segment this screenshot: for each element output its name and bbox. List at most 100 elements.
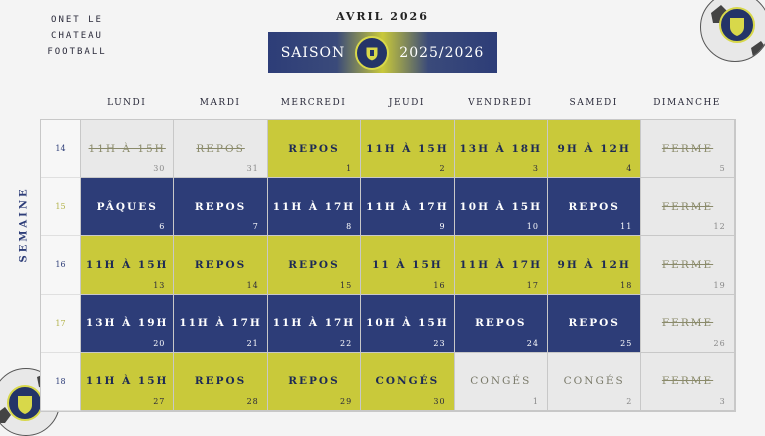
cell-date: 10 [526, 222, 539, 232]
cell-schedule: FERME [661, 375, 714, 388]
cell-date: 22 [339, 338, 353, 348]
calendar-cell[interactable]: 11H À 17H 8 [267, 178, 362, 237]
cell-schedule: 11H À 17H [459, 258, 543, 271]
week-number: 15 [41, 178, 81, 237]
calendar-cell[interactable]: 11H À 17H 22 [267, 294, 362, 353]
calendar-cell[interactable]: 11H À 15H 27 [81, 352, 175, 411]
cell-schedule: 11H À 17H [366, 200, 449, 213]
cell-schedule: 11 À 15H [372, 258, 443, 271]
cell-schedule: REPOS [194, 375, 247, 388]
calendar-cell[interactable]: FERME 19 [641, 236, 735, 295]
day-header-mercredi: MERCREDI [280, 98, 347, 108]
calendar-cell[interactable]: REPOS 25 [547, 294, 642, 353]
cell-date: 31 [246, 164, 259, 174]
week-number: 16 [41, 236, 81, 295]
calendar-cell[interactable]: 9H À 12H 4 [547, 120, 642, 179]
cell-date: 23 [433, 338, 446, 348]
calendar-cell[interactable]: 9H À 12H 18 [547, 236, 642, 295]
club-crest-icon [355, 35, 390, 70]
cell-schedule: CONGÉS [563, 375, 625, 388]
cell-date: 13 [153, 280, 166, 290]
calendar-cell[interactable]: PÂQUES 6 [81, 178, 175, 237]
cell-date: 24 [526, 338, 539, 348]
calendar-cell[interactable]: 10H À 15H 23 [361, 294, 455, 353]
cell-date: 17 [526, 280, 539, 290]
calendar-cell[interactable]: 10H À 15H 10 [454, 178, 548, 237]
cell-schedule: 10H À 15H [459, 200, 543, 213]
cell-date: 7 [252, 222, 259, 232]
cell-schedule: FERME [661, 258, 714, 271]
calendar-cell[interactable]: REPOS 24 [454, 294, 548, 353]
cell-date: 21 [246, 338, 259, 348]
cell-date: 26 [713, 338, 726, 348]
day-header-vendredi: VENDREDI [468, 98, 533, 108]
cell-date: 30 [153, 164, 166, 174]
cell-date: 2 [626, 396, 633, 406]
cell-schedule: REPOS [288, 375, 340, 388]
calendar-cell[interactable]: 13H À 19H 20 [81, 294, 175, 353]
week-number: 18 [41, 352, 81, 411]
cell-date: 12 [713, 222, 726, 232]
cell-date: 27 [153, 396, 166, 406]
calendar-cell[interactable]: CONGÉS 30 [361, 352, 455, 411]
cell-date: 20 [153, 338, 166, 348]
cell-schedule: PÂQUES [96, 200, 158, 213]
cell-schedule: FERME [661, 142, 714, 155]
calendar-cell[interactable]: 11H À 17H 17 [454, 236, 548, 295]
cell-schedule: 13H À 19H [85, 317, 169, 330]
calendar-cell[interactable]: 11 À 15H 16 [361, 236, 455, 295]
cell-date: 19 [713, 280, 726, 290]
day-header-lundi: LUNDI [107, 98, 147, 108]
calendar-cell[interactable]: REPOS 7 [174, 178, 268, 237]
cell-date: 15 [339, 280, 353, 290]
calendar-cell[interactable]: 11H À 15H 13 [81, 236, 175, 295]
cell-schedule: REPOS [475, 317, 527, 330]
calendar-cell[interactable]: 11H À 17H 9 [361, 178, 455, 237]
calendar-cell[interactable]: FERME 26 [641, 294, 735, 353]
cell-schedule: 11H À 15H [85, 375, 169, 388]
calendar-cell[interactable]: REPOS 11 [547, 178, 642, 237]
cell-date: 25 [620, 338, 633, 348]
day-header-dimanche: DIMANCHE [653, 98, 721, 108]
calendar-cell[interactable]: FERME 5 [641, 120, 735, 179]
cell-date: 9 [439, 222, 446, 232]
football-crest-icon [700, 0, 765, 62]
day-header-jeudi: JEUDI [388, 98, 425, 108]
cell-date: 11 [620, 222, 633, 232]
calendar-cell[interactable]: CONGÉS 1 [454, 352, 548, 411]
calendar-cell[interactable]: REPOS 31 [174, 120, 268, 179]
cell-date: 5 [719, 164, 726, 174]
cell-date: 30 [433, 396, 446, 406]
calendar-cell[interactable]: REPOS 1 [267, 120, 362, 179]
cell-schedule: 11H À 17H [272, 317, 356, 330]
calendar-cell[interactable]: CONGÉS 2 [547, 352, 642, 411]
week-axis-label: SEMAINE [18, 186, 30, 263]
calendar-cell[interactable]: REPOS 29 [267, 352, 362, 411]
calendar-cell[interactable]: FERME 3 [641, 352, 735, 411]
calendar-cell[interactable]: REPOS 28 [174, 352, 268, 411]
cell-schedule: CONGÉS [470, 375, 532, 388]
cell-date: 3 [719, 396, 726, 406]
club-name-line1: ONET LE CHATEAU [51, 15, 103, 41]
calendar-cell[interactable]: 11H À 15H 2 [361, 120, 455, 179]
cell-date: 16 [433, 280, 446, 290]
week-number: 14 [41, 120, 81, 179]
club-name-line2: FOOTBALL [47, 47, 107, 57]
calendar-cell[interactable]: REPOS 14 [174, 236, 268, 295]
cell-date: 29 [339, 396, 353, 406]
cell-schedule: REPOS [196, 142, 245, 155]
cell-schedule: 9H À 12H [557, 142, 631, 155]
cell-schedule: 11H À 15H [366, 142, 449, 155]
cell-date: 4 [626, 164, 633, 174]
calendar-cell[interactable]: 11H À 17H 21 [174, 294, 268, 353]
cell-date: 1 [346, 164, 353, 174]
season-banner: SAISON 2025/2026 [268, 32, 497, 73]
cell-schedule: REPOS [194, 258, 247, 271]
calendar-cell[interactable]: 13H À 18H 3 [454, 120, 548, 179]
cell-schedule: FERME [661, 200, 714, 213]
cell-schedule: REPOS [194, 200, 247, 213]
calendar-cell[interactable]: FERME 12 [641, 178, 735, 237]
calendar-cell[interactable]: REPOS 15 [267, 236, 362, 295]
cell-schedule: 11H À 15H [85, 258, 169, 271]
calendar-cell[interactable]: 11H À 15H 30 [81, 120, 175, 179]
